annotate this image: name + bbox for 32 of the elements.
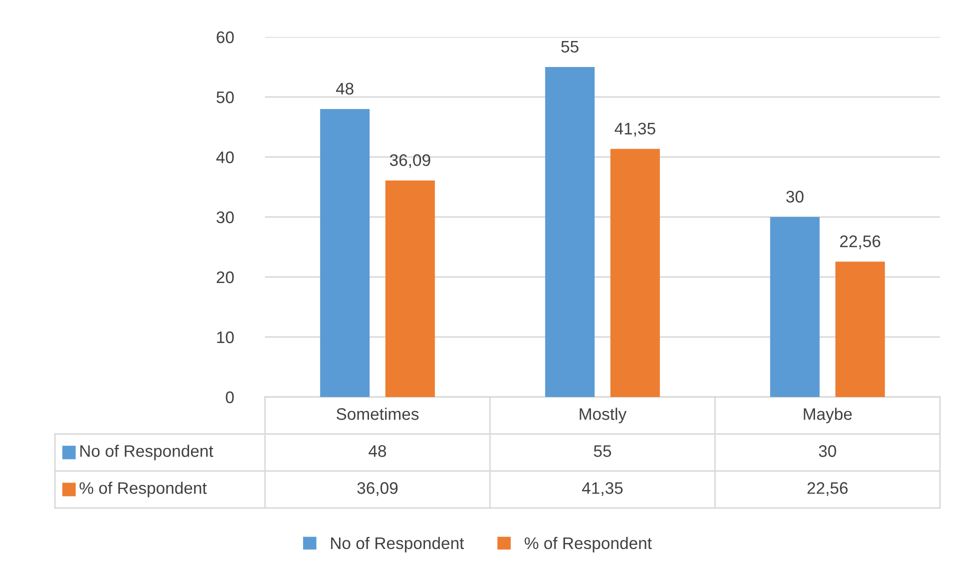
bar [320, 109, 370, 397]
y-tick-label: 20 [216, 271, 234, 284]
data-label: 36,09 [357, 482, 398, 496]
y-tick-label: 10 [217, 331, 234, 344]
text: % of Respondent [80, 482, 207, 498]
y-tick-label: 50 [216, 91, 234, 104]
x-tick-label: Sometimes [336, 408, 419, 420]
data-label: 41,35 [582, 482, 623, 496]
text: 48 [336, 82, 354, 95]
data-label: 30 [818, 445, 836, 457]
text: 55 [561, 40, 578, 53]
x-tick-label: Maybe [804, 408, 852, 424]
legend-label: No of Respondent [80, 444, 214, 460]
text: 36,09 [390, 154, 430, 168]
y-tick-label: 60 [216, 31, 234, 44]
y-tick-label: 40 [216, 151, 234, 164]
bar [835, 262, 885, 397]
data-label: 22,56 [807, 482, 848, 496]
bar [545, 67, 595, 397]
text: No of Respondent [331, 536, 464, 552]
data-label: 48 [368, 445, 386, 457]
y-tick-label: 30 [216, 211, 234, 224]
text: 30 [786, 190, 804, 203]
bar [770, 217, 820, 397]
y-tick-label: 0 [226, 391, 234, 404]
text: 22,56 [840, 235, 880, 250]
data-label: 55 [594, 445, 612, 457]
legend-label: % of Respondent [524, 536, 652, 552]
x-tick-label: Mostly [580, 408, 627, 424]
text: 41,35 [614, 122, 656, 136]
bar [385, 180, 435, 397]
bar [610, 148, 660, 397]
